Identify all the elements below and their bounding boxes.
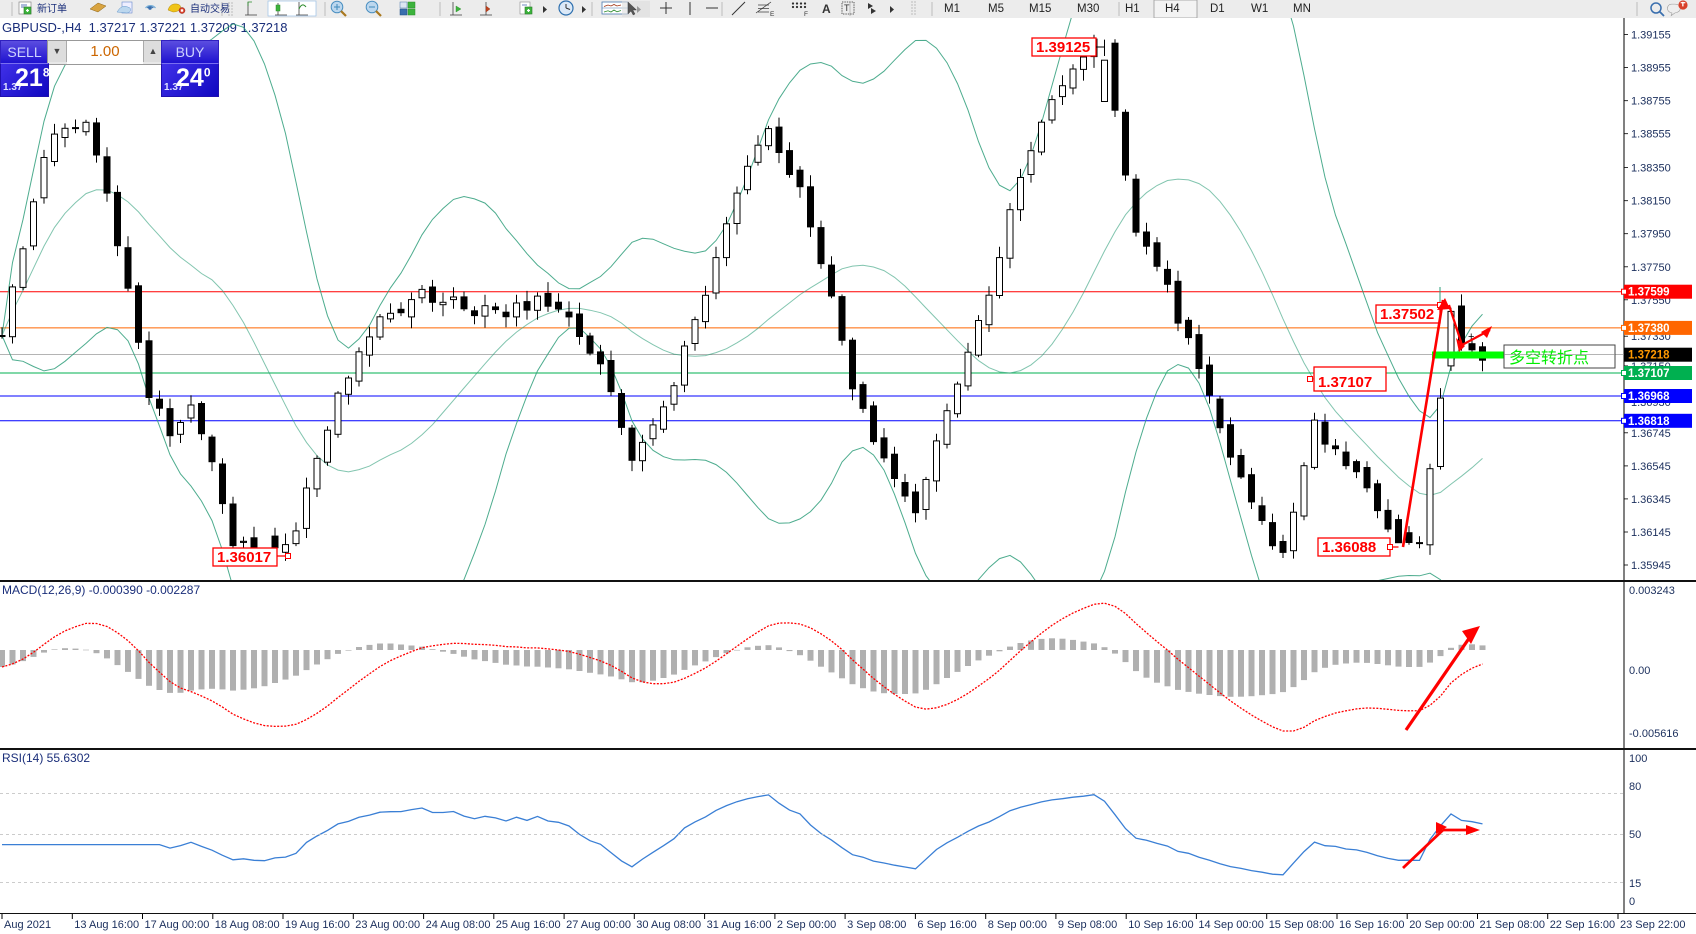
- svg-text:M5: M5: [988, 3, 1004, 15]
- svg-text:21 Sep 08:00: 21 Sep 08:00: [1480, 919, 1545, 931]
- svg-text:0.00: 0.00: [1629, 665, 1650, 677]
- svg-text:6 Sep 16:00: 6 Sep 16:00: [917, 919, 976, 931]
- svg-text:31 Aug 16:00: 31 Aug 16:00: [707, 919, 772, 931]
- svg-text:18 Aug 08:00: 18 Aug 08:00: [215, 919, 280, 931]
- svg-text:8 Sep 00:00: 8 Sep 00:00: [988, 919, 1047, 931]
- svg-text:27 Aug 00:00: 27 Aug 00:00: [566, 919, 631, 931]
- svg-text:100: 100: [1629, 753, 1647, 765]
- svg-text:M1: M1: [944, 3, 960, 15]
- svg-text:W1: W1: [1251, 3, 1268, 15]
- svg-text:19 Aug 16:00: 19 Aug 16:00: [285, 919, 350, 931]
- svg-text:自动交易: 自动交易: [190, 2, 230, 15]
- svg-text:17 Aug 00:00: 17 Aug 00:00: [145, 919, 210, 931]
- svg-text:23 Sep 22:00: 23 Sep 22:00: [1620, 919, 1685, 931]
- svg-text:24 Aug 08:00: 24 Aug 08:00: [426, 919, 491, 931]
- svg-text:15: 15: [1629, 878, 1641, 890]
- svg-text:13 Aug 16:00: 13 Aug 16:00: [74, 919, 139, 931]
- svg-text:M15: M15: [1029, 3, 1051, 15]
- svg-text:80: 80: [1629, 781, 1641, 793]
- svg-text:23 Aug 00:00: 23 Aug 00:00: [355, 919, 420, 931]
- svg-text:H1: H1: [1125, 3, 1140, 15]
- svg-text:D1: D1: [1210, 3, 1225, 15]
- svg-text:50: 50: [1629, 829, 1641, 841]
- svg-text:10 Sep 16:00: 10 Sep 16:00: [1128, 919, 1193, 931]
- svg-text:14 Sep 00:00: 14 Sep 00:00: [1198, 919, 1263, 931]
- svg-text:9 Sep 08:00: 9 Sep 08:00: [1058, 919, 1117, 931]
- svg-text:30 Aug 08:00: 30 Aug 08:00: [636, 919, 701, 931]
- svg-text:M30: M30: [1077, 3, 1099, 15]
- svg-text:新订单: 新订单: [37, 2, 67, 15]
- svg-text:16 Sep 16:00: 16 Sep 16:00: [1339, 919, 1404, 931]
- svg-text:H4: H4: [1165, 3, 1180, 15]
- svg-text:22 Sep 16:00: 22 Sep 16:00: [1550, 919, 1615, 931]
- svg-text:Aug 2021: Aug 2021: [4, 919, 51, 931]
- svg-text:MN: MN: [1293, 3, 1311, 15]
- svg-text:25 Aug 16:00: 25 Aug 16:00: [496, 919, 561, 931]
- svg-text:T: T: [844, 3, 850, 13]
- svg-text:F: F: [804, 11, 808, 18]
- svg-text:3 Sep 08:00: 3 Sep 08:00: [847, 919, 906, 931]
- svg-text:0.003243: 0.003243: [1629, 585, 1675, 597]
- svg-text:A: A: [822, 2, 831, 16]
- svg-text:2 Sep 00:00: 2 Sep 00:00: [777, 919, 836, 931]
- svg-text:0: 0: [1629, 896, 1635, 908]
- svg-text:15 Sep 08:00: 15 Sep 08:00: [1269, 919, 1334, 931]
- svg-text:-0.005616: -0.005616: [1629, 728, 1679, 740]
- svg-text:E: E: [770, 11, 775, 18]
- svg-text:20 Sep 00:00: 20 Sep 00:00: [1409, 919, 1474, 931]
